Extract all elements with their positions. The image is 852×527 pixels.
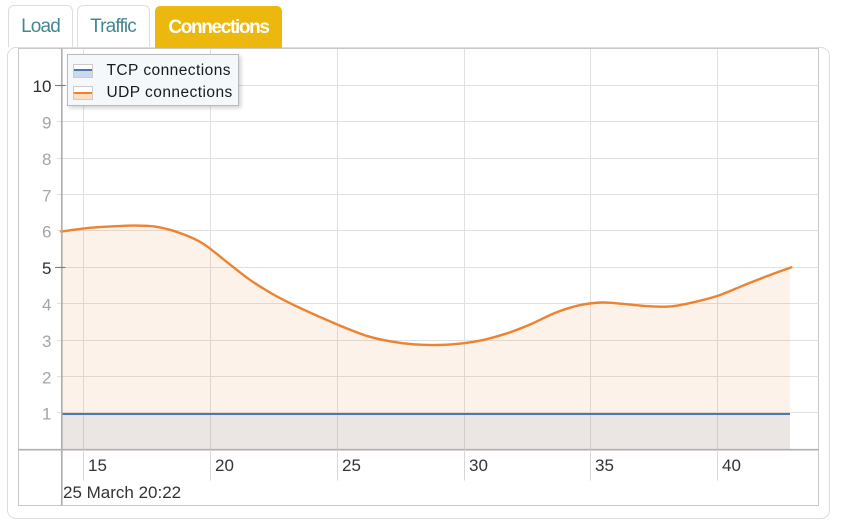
svg-text:2: 2 [42, 368, 51, 387]
svg-text:35: 35 [595, 456, 614, 475]
svg-text:25: 25 [342, 456, 361, 475]
svg-text:25 March 20:22: 25 March 20:22 [63, 483, 181, 502]
svg-text:20: 20 [215, 456, 234, 475]
svg-text:10: 10 [33, 77, 52, 96]
svg-text:9: 9 [42, 114, 51, 133]
svg-text:30: 30 [469, 456, 488, 475]
svg-text:8: 8 [42, 150, 51, 169]
svg-text:3: 3 [42, 332, 51, 351]
svg-text:40: 40 [722, 456, 741, 475]
svg-text:1: 1 [42, 405, 51, 424]
svg-text:4: 4 [42, 296, 51, 315]
svg-text:15: 15 [88, 456, 107, 475]
svg-text:5: 5 [42, 259, 51, 278]
svg-text:6: 6 [42, 223, 51, 242]
svg-text:7: 7 [42, 186, 51, 205]
